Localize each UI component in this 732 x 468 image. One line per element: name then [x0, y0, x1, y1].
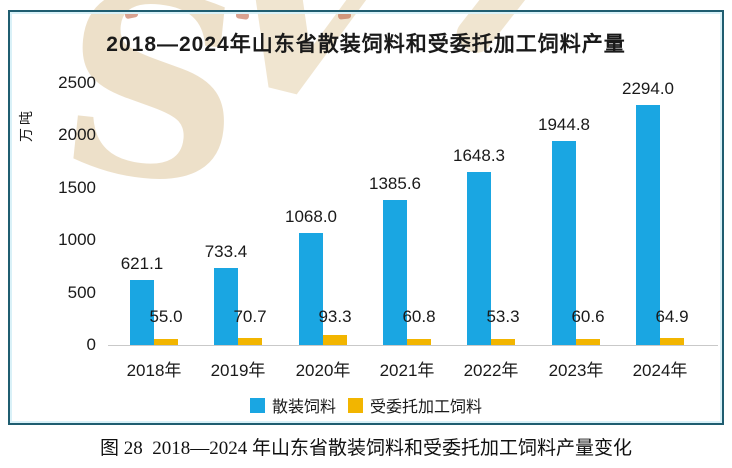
bar-bulk-feed: [636, 105, 660, 345]
legend-label: 散装饲料: [271, 399, 336, 416]
x-tick-label: 2022年: [463, 361, 519, 380]
y-tick-label: 500: [67, 282, 96, 302]
value-label-bulk-feed: 733.4: [204, 242, 248, 261]
x-tick-label: 2019年: [210, 361, 266, 380]
x-tick-label: 2018年: [126, 361, 182, 380]
chart-frame: 2018—2024年山东省散装饲料和受委托加工饲料产量 万吨 0 500 1000 1…: [8, 10, 724, 425]
bar-bulk-feed: [214, 268, 238, 345]
value-label-bulk-feed: 621.1: [120, 254, 164, 273]
legend-item-bulk-feed: 散装饲料: [249, 393, 336, 417]
value-label-commissioned-feed: 64.9: [655, 307, 689, 326]
y-tick-label: 2500: [58, 73, 96, 92]
bar-bulk-feed: [299, 233, 323, 345]
value-label-commissioned-feed: 60.6: [571, 307, 605, 326]
value-label-commissioned-feed: 55.0: [149, 307, 183, 326]
y-tick-label: 1500: [58, 177, 96, 197]
x-tick-label: 2024年: [632, 361, 688, 380]
y-tick-label: 0: [86, 335, 96, 354]
y-tick-label: 2000: [58, 125, 96, 145]
x-axis-line: [108, 345, 718, 346]
x-tick-label: 2020年: [295, 361, 351, 380]
legend-item-commissioned-feed: 受委托加工饲料: [348, 393, 482, 417]
bar-bulk-feed: [552, 141, 576, 345]
bar-bulk-feed: [383, 200, 407, 345]
bar-commissioned-feed: [323, 335, 347, 345]
bar-commissioned-feed: [491, 339, 515, 345]
y-tick-label: 1000: [58, 230, 96, 250]
value-label-bulk-feed: 1944.8: [538, 115, 590, 134]
x-tick-label: 2021年: [379, 361, 435, 380]
legend-label: 受委托加工饲料: [370, 399, 483, 416]
plot-area: 0 500 1000 1500 2000 2500 621.1 55.0 2018年 733.4 7…: [10, 12, 722, 423]
value-label-bulk-feed: 1648.3: [453, 146, 505, 165]
bar-commissioned-feed: [660, 338, 684, 345]
value-label-commissioned-feed: 53.3: [486, 307, 520, 326]
bar-commissioned-feed: [238, 338, 262, 345]
legend: 散装饲料 受委托加工饲料: [10, 393, 722, 417]
bar-bulk-feed: [130, 280, 154, 345]
bar-bulk-feed: [467, 172, 491, 345]
value-label-bulk-feed: 1068.0: [285, 207, 337, 226]
value-label-commissioned-feed: 60.8: [402, 307, 436, 326]
figure-caption: 图 28 2018—2024 年山东省散装饲料和受委托加工饲料产量变化: [99, 438, 632, 459]
value-label-commissioned-feed: 70.7: [233, 307, 267, 326]
legend-swatch-bulk-feed: [249, 397, 265, 413]
x-tick-label: 2023年: [548, 361, 604, 380]
value-label-bulk-feed: 2294.0: [622, 79, 674, 98]
bar-commissioned-feed: [576, 339, 600, 345]
bar-commissioned-feed: [154, 339, 178, 345]
legend-swatch-commissioned-feed: [348, 397, 363, 413]
bar-commissioned-feed: [407, 339, 431, 345]
value-label-bulk-feed: 1385.6: [369, 174, 421, 193]
value-label-commissioned-feed: 93.3: [318, 307, 352, 326]
